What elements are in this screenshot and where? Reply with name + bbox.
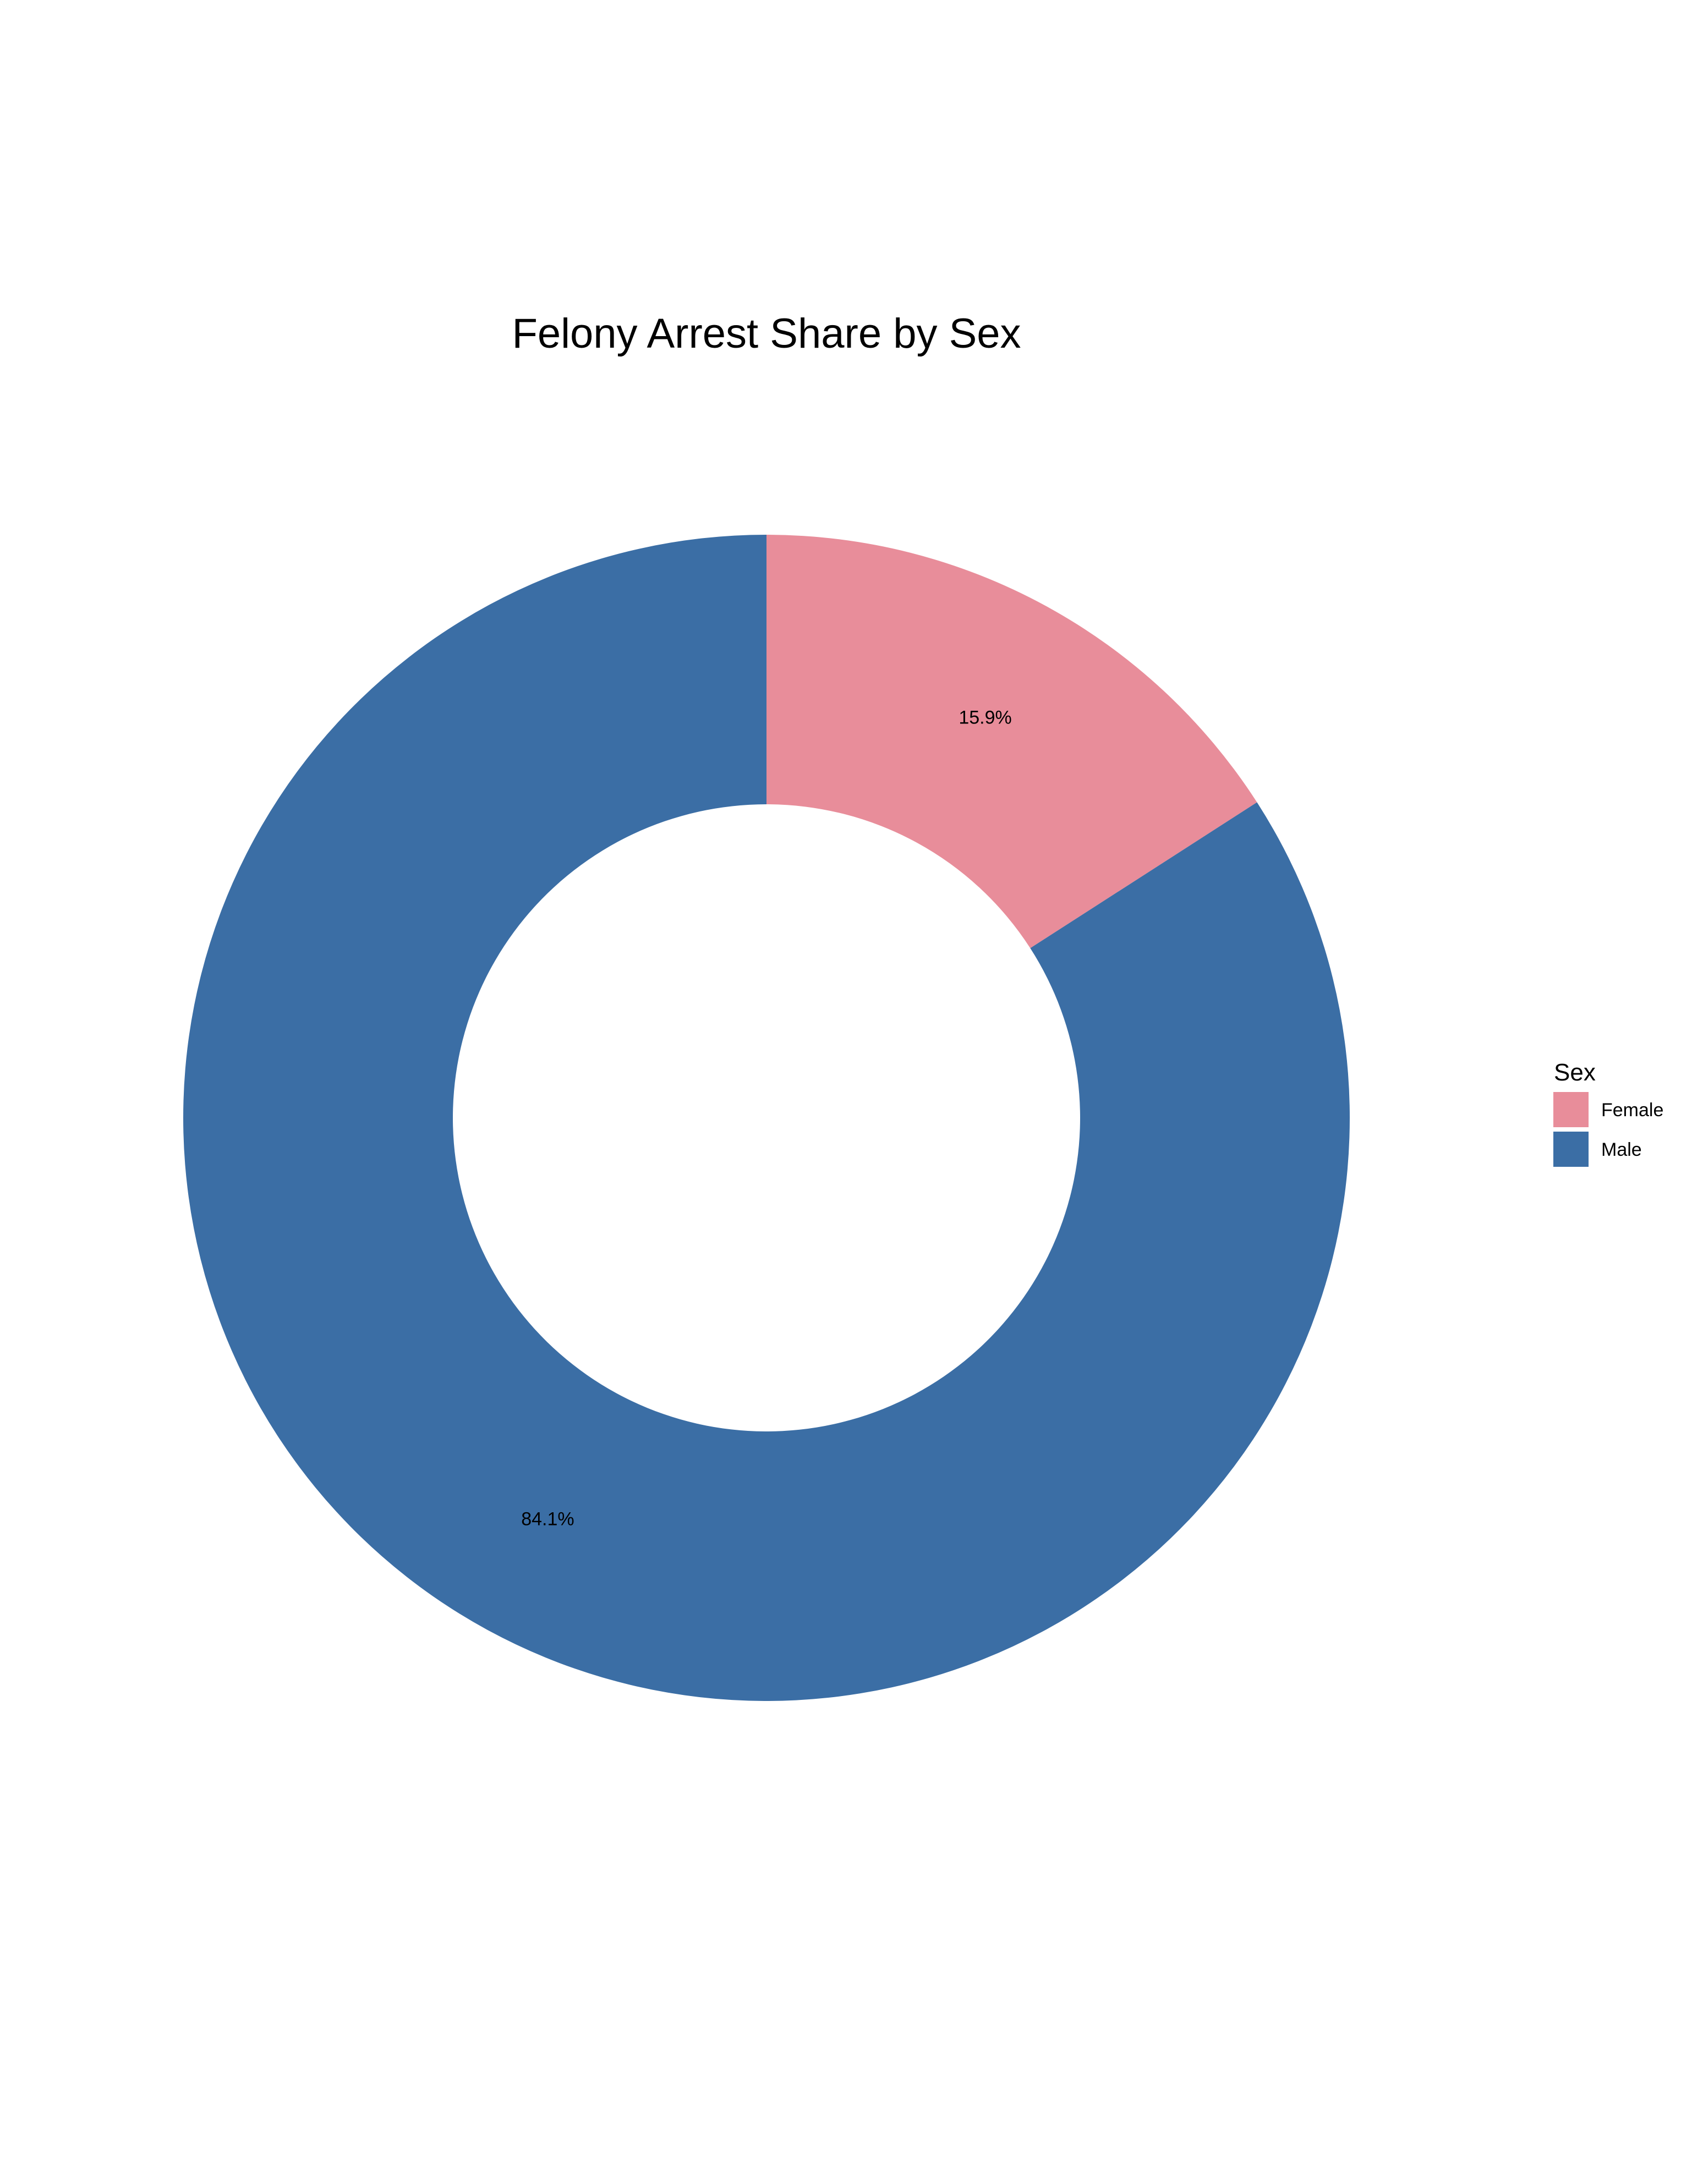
legend: Sex Female Male bbox=[1553, 1059, 1663, 1167]
slice-labels: 15.9% 84.1% bbox=[521, 707, 1012, 1529]
slice-label-female: 15.9% bbox=[959, 707, 1011, 728]
legend-label-female: Female bbox=[1601, 1100, 1663, 1121]
chart-title: Felony Arrest Share by Sex bbox=[512, 310, 1021, 357]
legend-items: Female Male bbox=[1553, 1092, 1663, 1167]
legend-swatch-male bbox=[1553, 1132, 1589, 1167]
slice-female bbox=[766, 535, 1257, 948]
donut-slices bbox=[183, 535, 1350, 1701]
slice-label-male: 84.1% bbox=[521, 1509, 574, 1530]
slice-male bbox=[183, 535, 1350, 1701]
legend-swatch-female bbox=[1553, 1092, 1589, 1127]
legend-label-male: Male bbox=[1601, 1139, 1642, 1160]
legend-title: Sex bbox=[1554, 1059, 1596, 1086]
